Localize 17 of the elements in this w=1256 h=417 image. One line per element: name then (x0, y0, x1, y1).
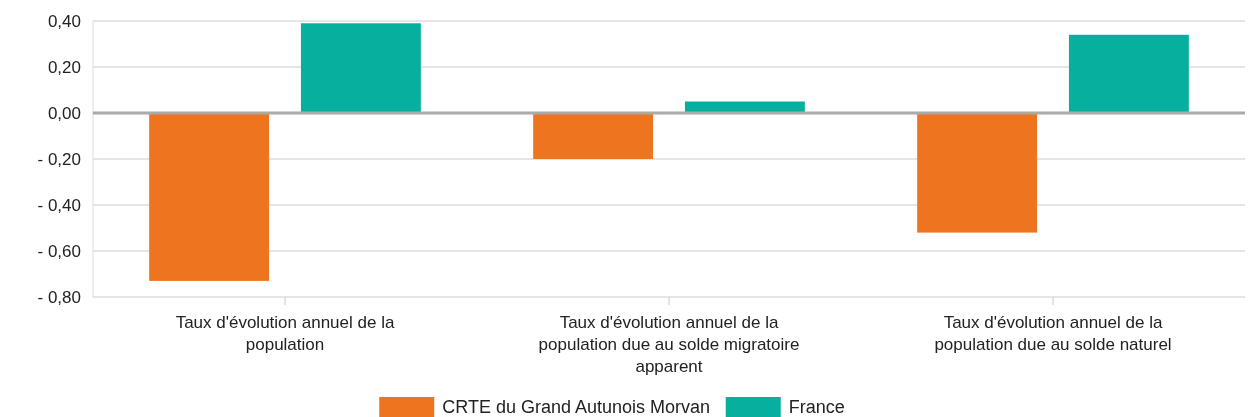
y-tick-label: - 0,60 (37, 241, 81, 261)
x-tick-label: Taux d'évolution annuel de la population due au solde migratoire apparent (538, 313, 800, 376)
bar (149, 113, 270, 281)
y-tick-label: - 0,80 (37, 287, 81, 307)
y-tick-label: 0,00 (47, 103, 81, 123)
legend-label: CRTE du Grand Autunois Morvan (442, 397, 711, 417)
y-tick-label: 0,20 (47, 57, 81, 77)
x-tick-label: Taux d'évolution annuel de la population due au solde naturel (934, 313, 1172, 354)
y-tick-label: 0,40 (47, 11, 81, 31)
x-tick-label: Taux d'évolution annuel de la population (175, 313, 395, 354)
bar (1068, 34, 1189, 113)
legend-label: France (788, 397, 845, 417)
bar (533, 113, 654, 159)
bar (300, 23, 421, 113)
y-tick-label: - 0,20 (37, 149, 81, 169)
y-tick-label: - 0,40 (37, 195, 81, 215)
bar (917, 113, 1038, 233)
